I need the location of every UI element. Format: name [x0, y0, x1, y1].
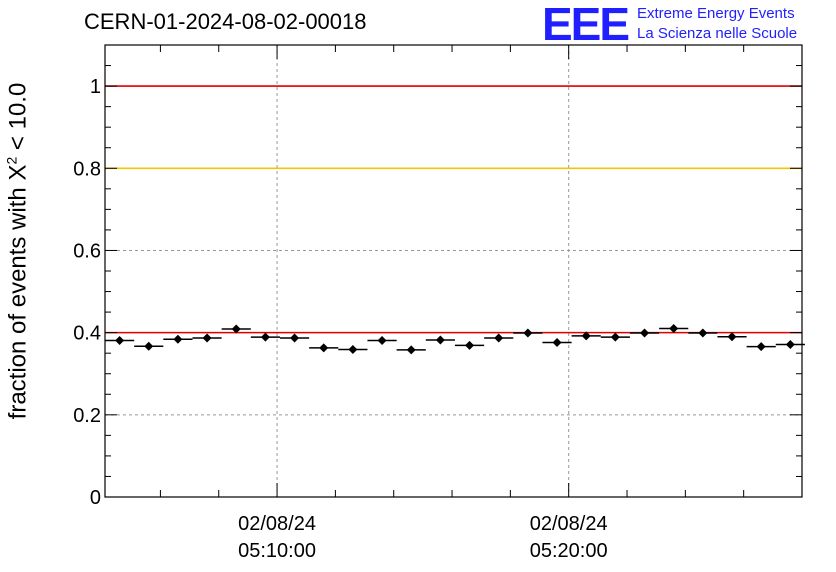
x-tick-label-date: 02/08/24 [238, 513, 316, 535]
data-point [465, 340, 475, 350]
data-point [756, 342, 766, 352]
data-point [494, 333, 504, 343]
data-point [348, 344, 358, 354]
eee-logo-text: Extreme Energy Events La Scienza nelle S… [637, 4, 797, 44]
data-point [523, 328, 533, 338]
eee-logo: EEE [542, 0, 630, 50]
plot-frame [104, 44, 803, 498]
logo-line-1: Extreme Energy Events [637, 5, 795, 22]
data-point [435, 335, 445, 345]
logo-line-2: La Scienza nelle Scuole [637, 25, 798, 42]
data-point [144, 341, 154, 351]
data-point [260, 332, 270, 342]
data-point [785, 340, 795, 350]
data-point [173, 334, 183, 344]
data-point [406, 345, 416, 355]
data-point [727, 332, 737, 342]
x-tick-label-time: 05:20:00 [530, 540, 608, 562]
data-point [640, 328, 650, 338]
data-point [552, 337, 562, 347]
data-point [669, 324, 679, 334]
y-tick-label: 0.6 [73, 240, 101, 262]
data-point [377, 335, 387, 345]
x-tick-label-time: 05:10:00 [238, 540, 316, 562]
y-tick-label: 1 [90, 76, 101, 98]
run-title: CERN-01-2024-08-02-00018 [84, 9, 367, 34]
data-point [290, 333, 300, 343]
data-point [319, 343, 329, 353]
y-tick-label: 0.2 [73, 405, 101, 427]
y-tick-label: 0.8 [73, 158, 101, 180]
data-point [581, 331, 591, 341]
y-tick-label: 0 [90, 487, 101, 509]
data-point [698, 328, 708, 338]
y-tick-label: 0.4 [73, 323, 101, 345]
data-point [202, 333, 212, 343]
data-point [231, 324, 241, 334]
x-tick-label-date: 02/08/24 [530, 513, 608, 535]
data-point [115, 335, 125, 345]
data-point [610, 332, 620, 342]
